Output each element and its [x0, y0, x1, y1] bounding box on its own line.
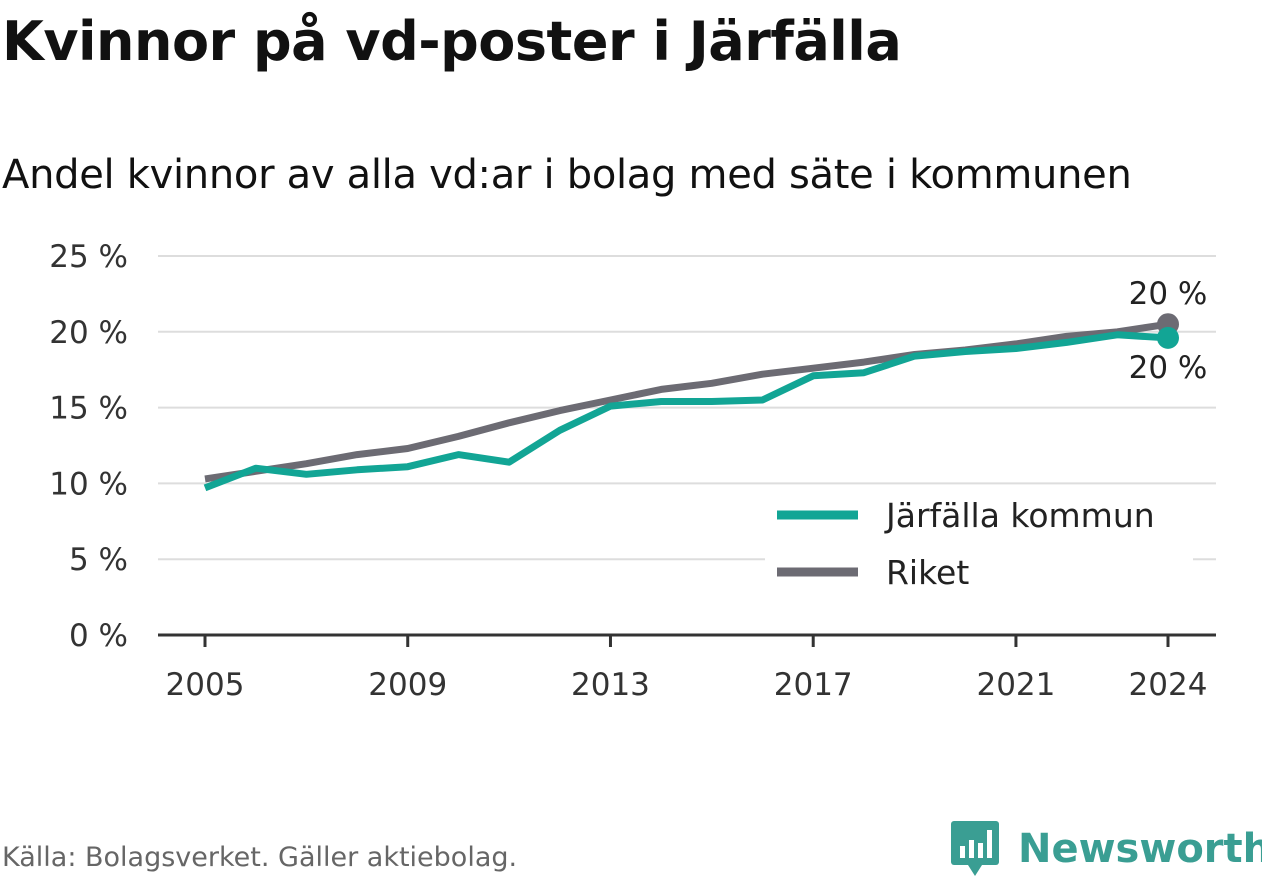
- x-tick-label: 2017: [774, 667, 853, 703]
- legend-background: [765, 485, 1193, 603]
- series-end-point: [1157, 326, 1179, 349]
- end-value-label: 20 %: [1129, 276, 1208, 312]
- x-tick-label: 2024: [1129, 667, 1208, 703]
- newsworthy-logo-icon: [951, 821, 999, 876]
- y-tick-label: 20 %: [49, 315, 128, 351]
- legend-label: Riket: [886, 553, 969, 592]
- series-lines: 20 % 20 %: [203, 276, 1208, 492]
- line-chart: 0 %5 %10 %15 %20 %25 % 2005 2009 2013 2017 2…: [49, 239, 1216, 703]
- series-line: [204, 320, 1169, 483]
- x-tick-label: 2013: [571, 667, 650, 703]
- y-tick-label: 15 %: [49, 391, 128, 427]
- x-axis-ticks: 2005 2009 2013 2017 2021 2024: [166, 635, 1208, 703]
- y-axis-ticks: 0 % 5 % 10 % 15 % 20 % 25 %: [49, 239, 128, 654]
- brand-name: Newsworthy: [1018, 826, 1262, 872]
- series-line: [203, 331, 1169, 492]
- legend-label: Järfälla kommun: [884, 496, 1155, 535]
- legend: Järfälla kommun Riket: [765, 485, 1193, 603]
- y-tick-label: 0 %: [69, 618, 128, 654]
- y-tick-label: 25 %: [49, 239, 128, 275]
- x-tick-label: 2005: [166, 667, 245, 703]
- x-tick-label: 2021: [976, 667, 1055, 703]
- end-value-label: 20 %: [1129, 350, 1208, 386]
- y-tick-label: 10 %: [49, 466, 128, 502]
- chart-subtitle: Andel kvinnor av alla vd:ar i bolag med …: [2, 152, 1132, 198]
- x-tick-label: 2009: [368, 667, 447, 703]
- chart-title: Kvinnor på vd-poster i Järfälla: [2, 10, 902, 73]
- y-tick-label: 5 %: [69, 542, 128, 578]
- gridlines: [158, 255, 1216, 637]
- brand-logo: Newsworthy: [950, 820, 1262, 878]
- source-note: Källa: Bolagsverket. Gäller aktiebolag.: [2, 842, 518, 873]
